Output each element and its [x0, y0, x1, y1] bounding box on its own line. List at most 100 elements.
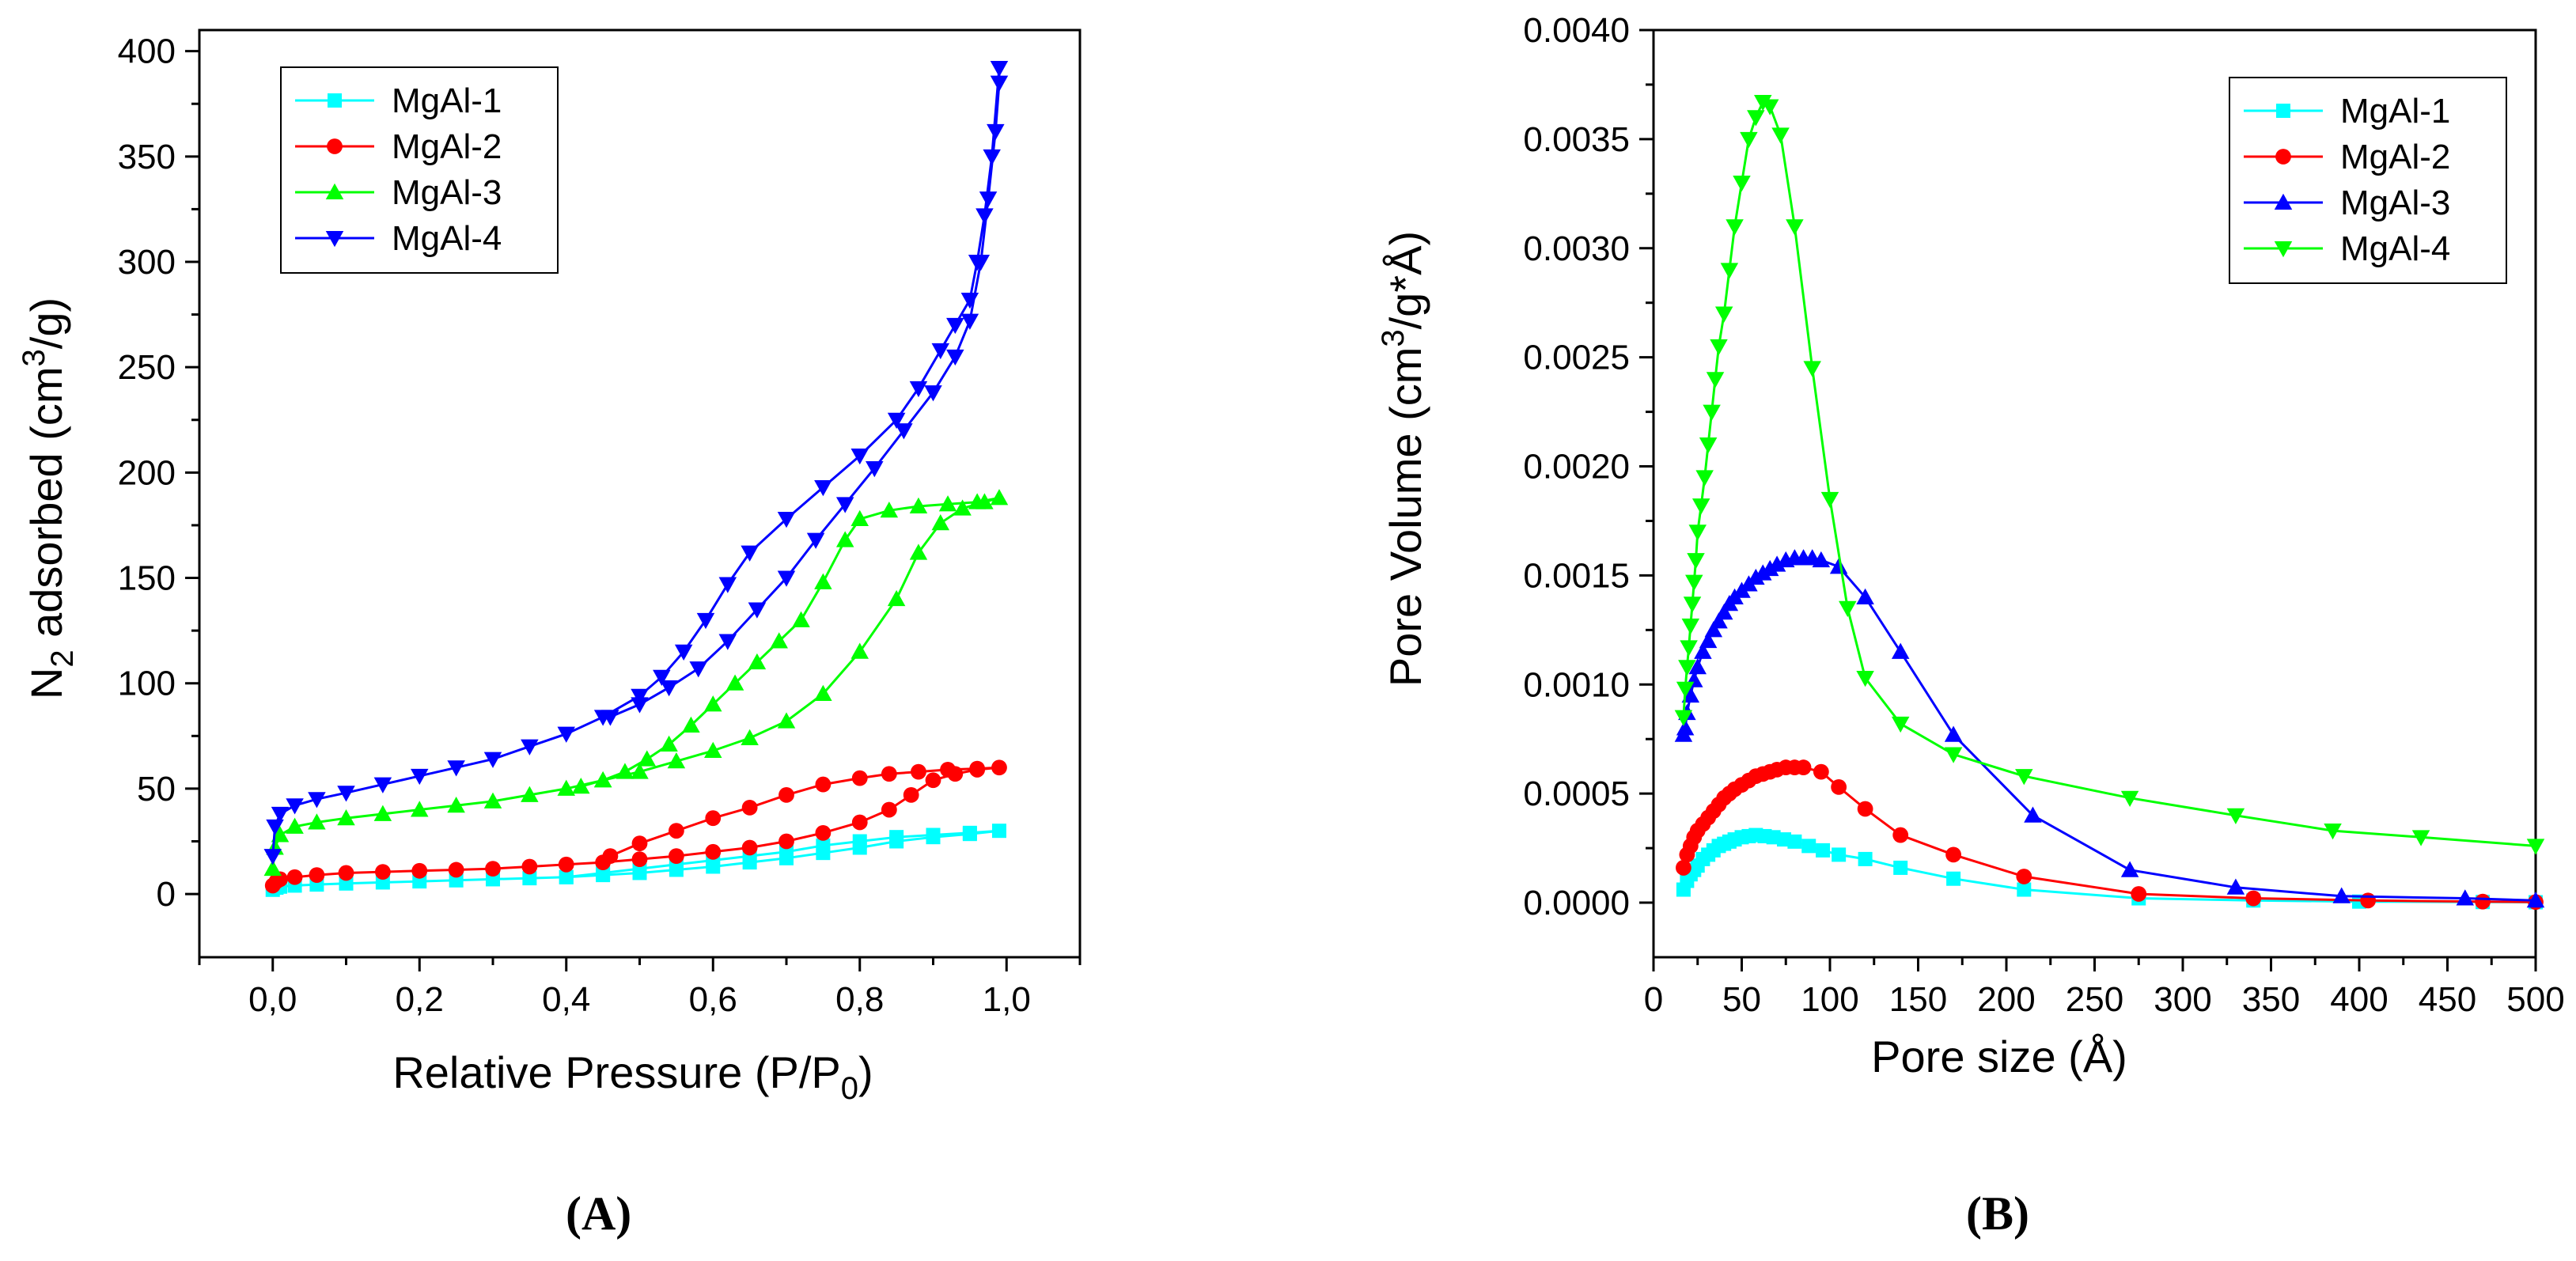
chart-a-series-layer [263, 60, 1009, 897]
y-tick-label: 150 [118, 559, 176, 598]
data-point [558, 856, 574, 873]
chart-b-gridlayer: 0 50 100 150 200 250 300 350 400 450 500 0.0000 0.00… [1523, 11, 2564, 1019]
data-point [638, 750, 657, 767]
data-point [1747, 110, 1765, 127]
y-tick-label: 0.0040 [1523, 11, 1630, 50]
y-tick-label: 0.0010 [1523, 665, 1630, 704]
data-point [866, 461, 884, 478]
data-point [2226, 878, 2245, 895]
data-point [411, 801, 429, 817]
data-point [631, 697, 649, 714]
legend-entry: MgAl-3 [295, 173, 502, 212]
series-mgal-2 [1676, 759, 2544, 911]
data-point [1703, 404, 1721, 421]
chart-b: 0 50 100 150 200 250 300 350 400 450 500 0.0000 0.00… [1376, 11, 2565, 1081]
data-point [911, 763, 926, 780]
data-point [1681, 686, 1700, 703]
data-point [741, 545, 759, 562]
x-tick-label: 0,8 [835, 980, 884, 1019]
x-tick-label: 450 [2419, 980, 2476, 1019]
data-point [969, 760, 986, 777]
data-point [483, 752, 502, 768]
legend-label: MgAl-3 [2340, 184, 2450, 222]
data-point [286, 817, 304, 834]
y-tick-label: 400 [118, 32, 176, 71]
data-point [1754, 95, 1772, 112]
data-point [522, 871, 537, 886]
y-tick-label: 0.0005 [1523, 774, 1630, 813]
chart-a: 0,0 0,2 0,4 0,6 0,8 1,0 0 50 100 150 200 250 300 350 4… [17, 28, 1082, 1106]
data-point [1945, 846, 1961, 863]
x-tick-label: 0,0 [248, 980, 297, 1019]
data-point [1892, 827, 1909, 843]
data-point [1683, 596, 1702, 613]
legend-entry: MgAl-4 [2244, 229, 2450, 268]
data-point [979, 191, 998, 208]
data-point [770, 632, 788, 649]
data-point [411, 862, 428, 879]
data-point [1695, 470, 1714, 487]
data-point [1726, 219, 1744, 236]
data-point [1681, 618, 1700, 635]
data-point [689, 661, 707, 678]
data-point [485, 861, 501, 877]
legend-marker [2274, 193, 2293, 210]
x-tick-label: 500 [2506, 980, 2564, 1019]
data-point [741, 799, 758, 816]
series-mgal-4 [263, 60, 1009, 865]
data-point [557, 779, 575, 796]
y-tick-label: 350 [118, 138, 176, 176]
data-point [338, 865, 354, 881]
data-point [2226, 808, 2245, 825]
chart-a-gridlayer: 0,0 0,2 0,4 0,6 0,8 1,0 0 50 100 150 200 250 300 350 4… [118, 28, 1082, 1019]
data-point [668, 823, 684, 839]
data-point [412, 874, 427, 889]
data-point [946, 349, 964, 366]
data-point [447, 760, 465, 777]
data-point [931, 514, 950, 531]
data-point [983, 149, 1001, 166]
data-point [1856, 588, 1874, 604]
data-point [1694, 642, 1712, 659]
x-tick-label: 300 [2154, 980, 2211, 1019]
data-point [2526, 839, 2545, 855]
data-point [1786, 219, 1804, 236]
y-tick-label: 0.0025 [1523, 339, 1630, 377]
data-point [2475, 893, 2491, 910]
data-point [660, 735, 678, 752]
data-point [705, 843, 722, 860]
data-point [266, 819, 284, 836]
data-point [850, 642, 869, 659]
data-point [286, 798, 304, 815]
data-point [667, 752, 686, 769]
data-point [748, 602, 767, 619]
x-tick-label: 0,2 [396, 980, 444, 1019]
data-point [960, 313, 979, 330]
x-tick-label: 0,6 [689, 980, 737, 1019]
data-point [1688, 657, 1707, 675]
data-point [975, 208, 994, 225]
data-point [1720, 263, 1739, 279]
data-point [1839, 600, 1857, 618]
data-point [1829, 558, 1848, 574]
series-mgal-4 [1674, 95, 2545, 855]
data-point [1733, 176, 1751, 192]
y-tick-label: 50 [137, 770, 176, 808]
data-point [887, 412, 906, 430]
data-point [987, 123, 1005, 141]
data-point [593, 771, 612, 788]
data-point [991, 824, 1006, 839]
data-point [1944, 725, 1963, 742]
x-tick-label: 150 [1889, 980, 1947, 1019]
data-point [521, 858, 538, 875]
legend-entry: MgAl-1 [2244, 92, 2450, 131]
data-point [718, 577, 737, 593]
x-tick-label: 0,4 [542, 980, 590, 1019]
data-point [909, 381, 928, 398]
data-point [660, 680, 678, 697]
data-point [990, 75, 1009, 92]
data-point [337, 808, 355, 826]
data-point [1754, 564, 1772, 581]
series-mgal-3 [263, 489, 1009, 877]
data-point [748, 653, 767, 670]
